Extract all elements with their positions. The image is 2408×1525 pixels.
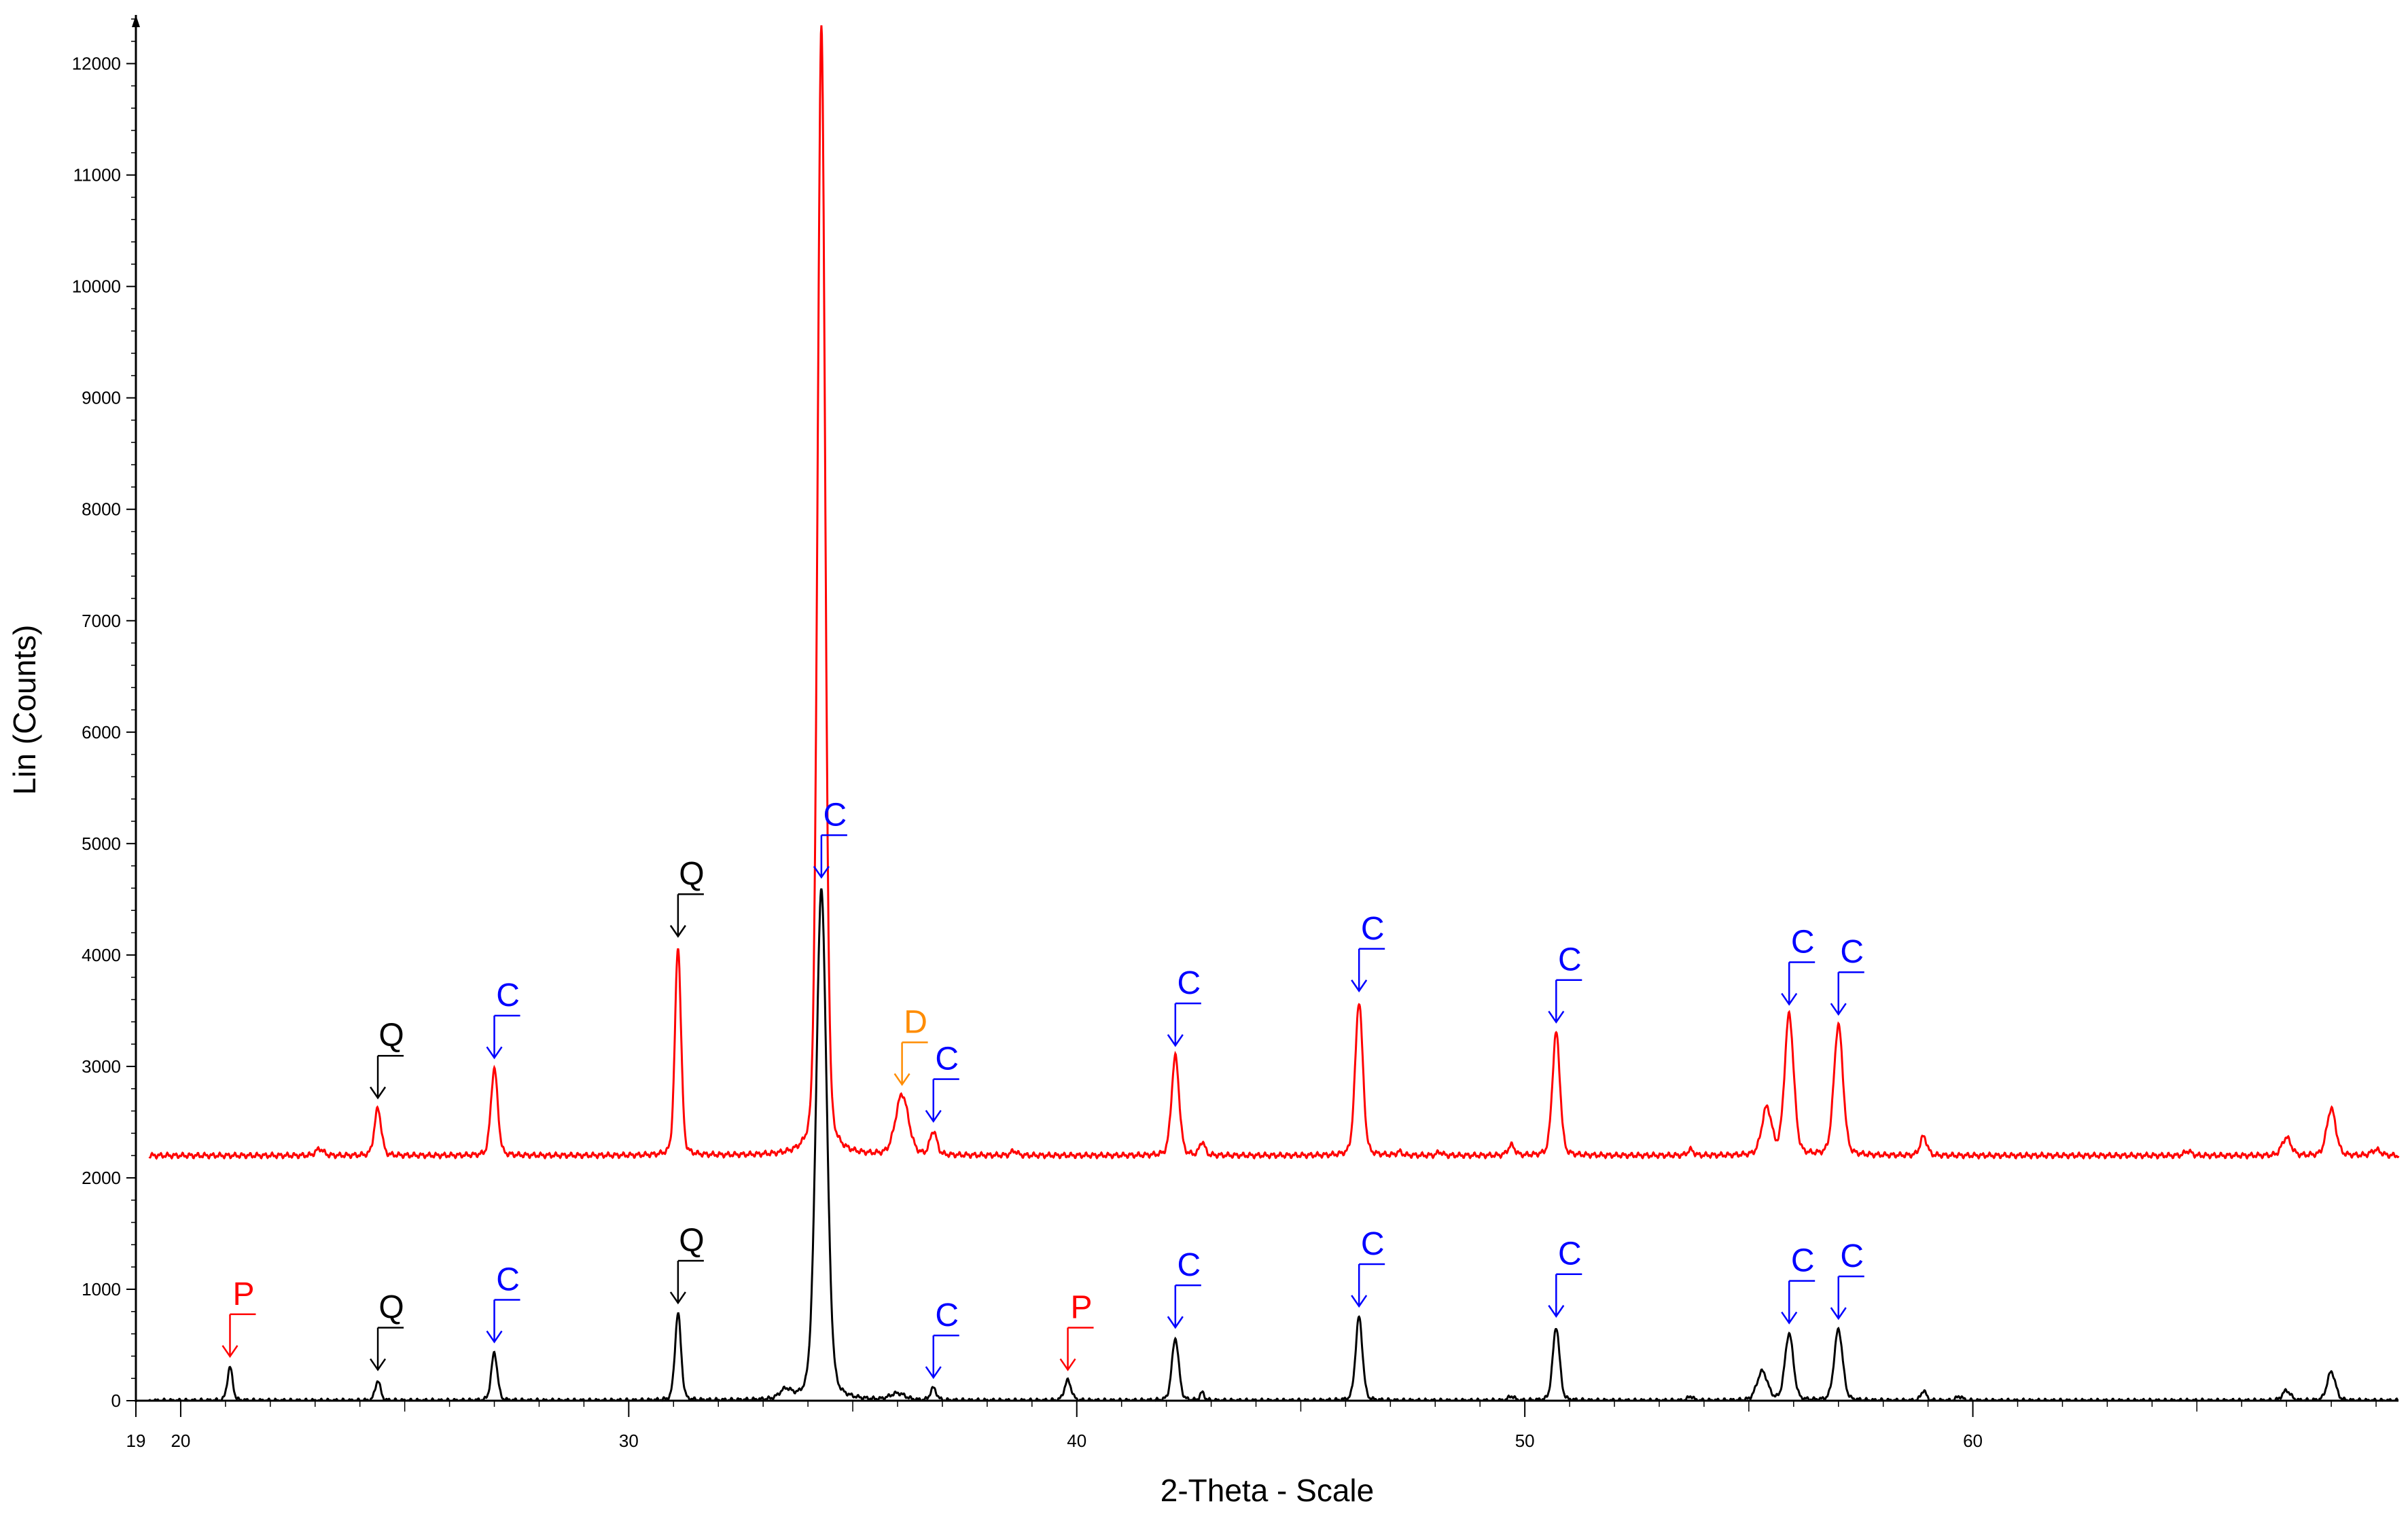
x-axis-title: 2-Theta - Scale <box>1161 1473 1374 1508</box>
peak-annotation: C <box>486 1261 520 1344</box>
down-arrow-icon <box>1059 1358 1076 1371</box>
down-arrow-icon <box>222 1345 238 1358</box>
x-tick-label: 20 <box>171 1431 190 1451</box>
peak-label: C <box>496 1261 520 1297</box>
y-tick-label: 6000 <box>82 722 121 742</box>
down-arrow-icon <box>669 925 686 938</box>
peak-annotation: C <box>925 1297 959 1380</box>
peak-annotation: C <box>1548 942 1582 1024</box>
y-tick-label: 0 <box>111 1391 121 1411</box>
y-tick-label: 5000 <box>82 833 121 854</box>
peak-annotation: Q <box>669 1223 705 1305</box>
down-arrow-icon <box>370 1358 387 1371</box>
peak-label: C <box>1840 934 1864 970</box>
peak-annotation: D <box>893 1005 928 1086</box>
down-arrow-icon <box>486 1330 503 1344</box>
x-tick-label: 50 <box>1515 1431 1535 1451</box>
peak-annotation: C <box>925 1041 959 1123</box>
y-tick-label: 3000 <box>82 1056 121 1077</box>
down-arrow-icon <box>1167 1034 1184 1047</box>
peak-label: C <box>824 797 847 833</box>
down-arrow-icon <box>1167 1316 1184 1329</box>
peak-label: Q <box>378 1018 404 1054</box>
peak-label: C <box>1361 1226 1385 1262</box>
down-arrow-icon <box>893 1073 910 1086</box>
y-tick-label: 12000 <box>72 54 121 74</box>
down-arrow-icon <box>1830 1307 1847 1321</box>
peak-label: C <box>1791 924 1815 960</box>
y-axis-title: Lin (Counts) <box>7 625 42 795</box>
peak-label: C <box>1558 1236 1582 1272</box>
y-ticks: 0 1000 2000 3000 4000 5000 6000 7000 8000 9000 100… <box>72 18 136 1411</box>
down-arrow-icon <box>813 865 830 879</box>
down-arrow-icon <box>1351 1295 1368 1308</box>
series-line <box>148 25 2400 1160</box>
peak-label: C <box>1177 1247 1201 1283</box>
peak-label: D <box>904 1005 927 1041</box>
series-layer <box>148 25 2400 1402</box>
down-arrow-icon <box>925 1366 942 1380</box>
peak-annotation: P <box>1059 1289 1094 1371</box>
y-tick-label: 2000 <box>82 1168 121 1188</box>
peak-label: C <box>1791 1243 1815 1279</box>
peak-label: C <box>1177 965 1201 1001</box>
peak-label: Q <box>679 1223 704 1259</box>
peak-annotation: C <box>486 977 520 1060</box>
down-arrow-icon <box>1830 1003 1847 1016</box>
peak-label: C <box>1558 942 1582 978</box>
y-tick-label: 11000 <box>73 165 121 185</box>
y-tick-label: 8000 <box>82 499 121 520</box>
y-tick-label: 9000 <box>82 388 121 408</box>
down-arrow-icon <box>1781 992 1798 1006</box>
y-tick-label: 1000 <box>82 1279 121 1299</box>
peak-annotation: C <box>1830 934 1864 1016</box>
peak-annotation: Q <box>669 856 705 938</box>
down-arrow-icon <box>925 1109 942 1123</box>
down-arrow-icon <box>370 1086 387 1100</box>
down-arrow-icon <box>1781 1311 1798 1325</box>
x-ticks: 19 20 30 40 50 60 <box>126 1401 2377 1451</box>
peak-annotation: C <box>1351 1226 1385 1308</box>
peak-label: C <box>935 1297 959 1333</box>
x-tick-label: 40 <box>1067 1431 1086 1451</box>
x-tick-label: 30 <box>619 1431 639 1451</box>
peak-label: Q <box>378 1289 404 1325</box>
y-axis-arrow-icon <box>132 15 140 27</box>
x-tick-label: 60 <box>1963 1431 1983 1451</box>
peak-annotation: C <box>1351 911 1385 992</box>
peak-annotation: C <box>1167 1247 1201 1329</box>
down-arrow-icon <box>669 1291 686 1305</box>
peak-annotation: C <box>1167 965 1201 1047</box>
peak-annotation: C <box>1830 1238 1864 1321</box>
peak-annotation: P <box>222 1276 256 1358</box>
peak-annotation: C <box>1781 924 1816 1006</box>
down-arrow-icon <box>486 1046 503 1060</box>
peak-annotation: C <box>1781 1243 1816 1325</box>
down-arrow-icon <box>1548 1010 1565 1024</box>
peak-annotation: Q <box>370 1289 404 1371</box>
peak-label: C <box>1361 911 1385 947</box>
x-tick-label: 19 <box>126 1431 146 1451</box>
peak-annotation: C <box>813 797 847 879</box>
down-arrow-icon <box>1351 980 1368 992</box>
peak-label: C <box>935 1041 959 1077</box>
y-tick-label: 4000 <box>82 945 121 965</box>
peak-label: P <box>232 1276 254 1312</box>
down-arrow-icon <box>1548 1305 1565 1318</box>
y-tick-label: 10000 <box>72 276 121 297</box>
peak-label: P <box>1071 1289 1093 1325</box>
peak-label: Q <box>679 856 704 892</box>
peak-annotation: C <box>1548 1236 1582 1318</box>
peak-label: C <box>1840 1238 1864 1274</box>
peak-annotation: Q <box>370 1018 404 1100</box>
y-tick-label: 7000 <box>82 611 121 631</box>
axes-layer <box>132 15 2398 1402</box>
peak-label: C <box>496 977 520 1013</box>
